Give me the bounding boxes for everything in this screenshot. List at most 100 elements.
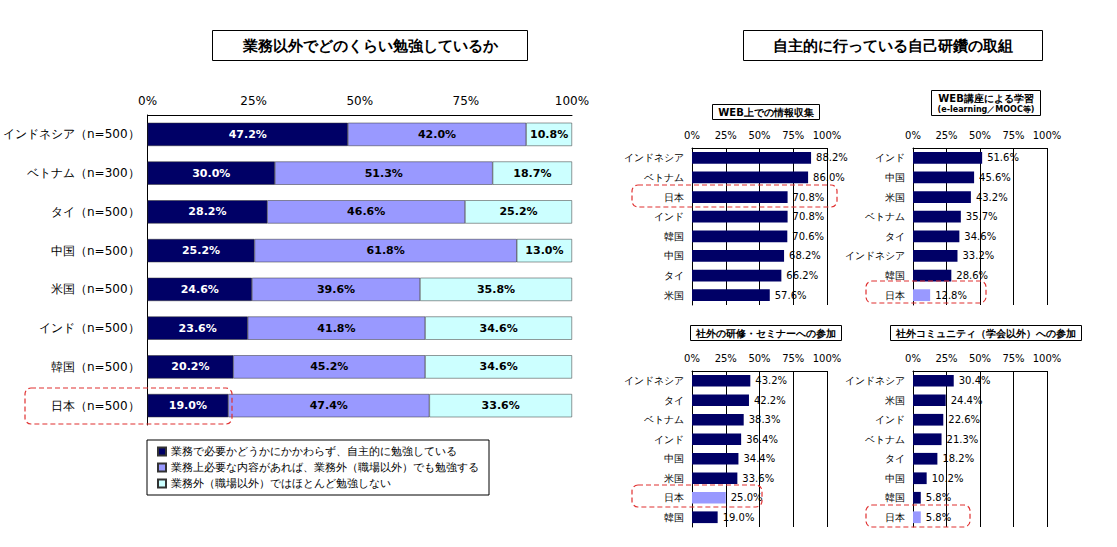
svg-text:タイ: タイ [885, 231, 905, 242]
svg-text:43.2%: 43.2% [755, 375, 787, 386]
svg-text:57.6%: 57.6% [775, 290, 807, 301]
svg-text:中国（n=500）: 中国（n=500） [51, 244, 140, 258]
svg-text:50%: 50% [969, 130, 991, 141]
svg-text:日本: 日本 [664, 192, 684, 203]
svg-text:33.2%: 33.2% [962, 250, 994, 261]
svg-text:WEB講座による学習: WEB講座による学習 [938, 93, 1033, 104]
svg-text:50%: 50% [748, 130, 770, 141]
svg-text:51.6%: 51.6% [987, 152, 1019, 163]
svg-text:24.4%: 24.4% [951, 395, 983, 406]
svg-text:タイ: タイ [664, 270, 684, 281]
svg-text:50%: 50% [748, 353, 770, 364]
svg-text:75%: 75% [1002, 353, 1024, 364]
svg-text:47.2%: 47.2% [229, 128, 267, 141]
svg-text:韓国（n=500）: 韓国（n=500） [51, 360, 140, 374]
svg-text:19.0%: 19.0% [169, 399, 207, 412]
svg-text:0%: 0% [905, 353, 921, 364]
svg-text:12.8%: 12.8% [935, 290, 967, 301]
svg-text:韓国: 韓国 [664, 512, 684, 523]
svg-text:自主的に行っている自己研鑽の取組: 自主的に行っている自己研鑽の取組 [773, 37, 1013, 55]
svg-text:43.2%: 43.2% [976, 192, 1008, 203]
svg-text:50%: 50% [969, 353, 991, 364]
svg-text:41.8%: 41.8% [317, 322, 355, 335]
svg-text:86.0%: 86.0% [813, 172, 845, 183]
svg-text:ベトナム: ベトナム [644, 414, 684, 425]
svg-text:34.6%: 34.6% [479, 360, 517, 373]
svg-text:タイ: タイ [664, 395, 684, 406]
svg-text:米国: 米国 [885, 192, 905, 203]
svg-text:10.2%: 10.2% [932, 473, 964, 484]
svg-text:インド: インド [654, 434, 684, 445]
svg-text:5.8%: 5.8% [926, 492, 951, 503]
svg-text:ベトナム: ベトナム [865, 211, 905, 222]
svg-text:35.7%: 35.7% [966, 211, 998, 222]
svg-text:日本（n=500）: 日本（n=500） [51, 399, 140, 413]
svg-text:WEB上での情報収集: WEB上での情報収集 [718, 107, 813, 118]
svg-text:5.8%: 5.8% [926, 512, 951, 523]
svg-text:22.6%: 22.6% [948, 414, 980, 425]
svg-text:韓国: 韓国 [664, 231, 684, 242]
svg-text:100%: 100% [813, 353, 842, 364]
svg-text:33.6%: 33.6% [482, 399, 520, 412]
svg-text:インドネシア: インドネシア [624, 152, 684, 163]
svg-text:25%: 25% [715, 130, 737, 141]
svg-text:45.2%: 45.2% [310, 360, 348, 373]
svg-text:米国: 米国 [664, 473, 684, 484]
svg-text:20.2%: 20.2% [171, 360, 209, 373]
svg-text:18.2%: 18.2% [942, 453, 974, 464]
svg-text:21.3%: 21.3% [947, 434, 979, 445]
svg-text:日本: 日本 [664, 492, 684, 503]
svg-text:88.2%: 88.2% [816, 152, 848, 163]
svg-text:0%: 0% [684, 353, 700, 364]
svg-text:75%: 75% [782, 353, 804, 364]
svg-text:インドネシア: インドネシア [845, 250, 905, 261]
svg-text:インドネシア: インドネシア [845, 375, 905, 386]
svg-text:ベトナム（n=300）: ベトナム（n=300） [27, 166, 140, 180]
svg-text:68.2%: 68.2% [789, 250, 821, 261]
svg-text:インド（n=500）: インド（n=500） [39, 321, 140, 335]
svg-text:10.8%: 10.8% [530, 128, 568, 141]
svg-text:タイ: タイ [885, 453, 905, 464]
svg-text:社外の研修・セミナーへの参加: 社外の研修・セミナーへの参加 [695, 328, 836, 339]
svg-text:50%: 50% [346, 94, 373, 108]
svg-text:38.3%: 38.3% [749, 414, 781, 425]
svg-text:インド: インド [654, 211, 684, 222]
svg-text:33.6%: 33.6% [742, 473, 774, 484]
svg-text:30.0%: 30.0% [192, 167, 230, 180]
svg-text:51.3%: 51.3% [365, 167, 403, 180]
svg-text:中国: 中国 [664, 250, 684, 261]
svg-text:70.8%: 70.8% [793, 211, 825, 222]
svg-text:25.0%: 25.0% [731, 492, 763, 503]
svg-text:中国: 中国 [664, 453, 684, 464]
svg-text:日本: 日本 [885, 290, 905, 301]
svg-text:28.2%: 28.2% [188, 205, 226, 218]
svg-text:75%: 75% [453, 94, 480, 108]
svg-text:0%: 0% [684, 130, 700, 141]
svg-text:23.6%: 23.6% [179, 322, 217, 335]
svg-text:30.4%: 30.4% [959, 375, 991, 386]
svg-text:75%: 75% [1002, 130, 1024, 141]
svg-text:米国: 米国 [885, 395, 905, 406]
svg-text:28.6%: 28.6% [956, 270, 988, 281]
svg-text:中国: 中国 [885, 473, 905, 484]
svg-text:0%: 0% [905, 130, 921, 141]
svg-text:24.6%: 24.6% [181, 283, 219, 296]
svg-text:61.8%: 61.8% [367, 244, 405, 257]
svg-text:19.0%: 19.0% [723, 512, 755, 523]
svg-text:業務以外でどのくらい勉強しているか: 業務以外でどのくらい勉強しているか [242, 37, 499, 55]
svg-text:25%: 25% [240, 94, 267, 108]
svg-text:25.2%: 25.2% [182, 244, 220, 257]
svg-text:66.2%: 66.2% [786, 270, 818, 281]
svg-text:100%: 100% [555, 94, 589, 108]
svg-text:70.8%: 70.8% [793, 192, 825, 203]
svg-text:インド: インド [875, 152, 905, 163]
svg-text:インドネシア: インドネシア [624, 375, 684, 386]
svg-text:(e-learning／MOOC等): (e-learning／MOOC等) [938, 105, 1035, 114]
svg-text:25%: 25% [935, 130, 957, 141]
svg-text:韓国: 韓国 [885, 270, 905, 281]
svg-text:米国: 米国 [664, 290, 684, 301]
svg-text:業務外（職場以外）ではほとんど勉強しない: 業務外（職場以外）ではほとんど勉強しない [171, 477, 391, 490]
svg-text:25%: 25% [715, 353, 737, 364]
svg-text:100%: 100% [1033, 130, 1062, 141]
svg-text:42.2%: 42.2% [754, 395, 786, 406]
